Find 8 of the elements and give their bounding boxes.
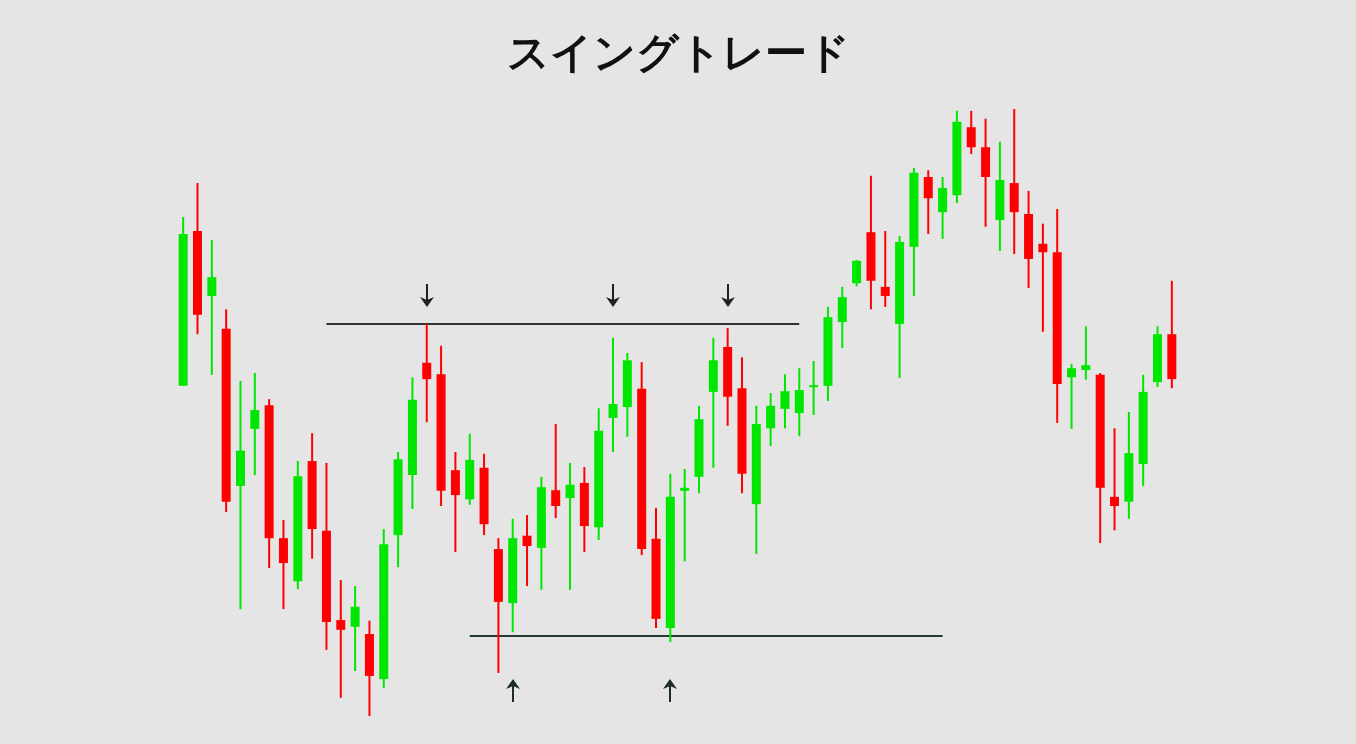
chart-title: スイングトレード [505, 28, 851, 78]
candlestick [1081, 326, 1091, 380]
candlestick [565, 462, 575, 590]
candlestick [809, 360, 819, 415]
candlestick [1038, 223, 1048, 332]
candlestick [680, 468, 690, 562]
candlestick [336, 580, 346, 698]
candlestick [1110, 428, 1120, 531]
